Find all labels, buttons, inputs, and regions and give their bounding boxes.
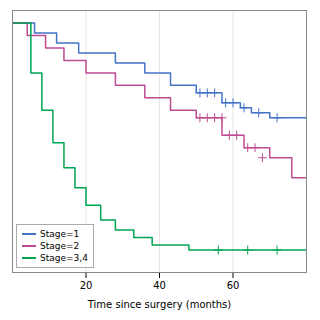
html-text:Stage=3,4: Stage=3,4	[40, 253, 88, 263]
svg-text:60: 60	[227, 280, 240, 291]
svg-text:40: 40	[153, 280, 166, 291]
svg-text:Time since surgery (months): Time since surgery (months)	[87, 299, 232, 310]
html-text:Stage=1: Stage=1	[40, 229, 80, 239]
svg-text:20: 20	[80, 280, 93, 291]
html-text:Stage=2: Stage=2	[40, 241, 80, 251]
